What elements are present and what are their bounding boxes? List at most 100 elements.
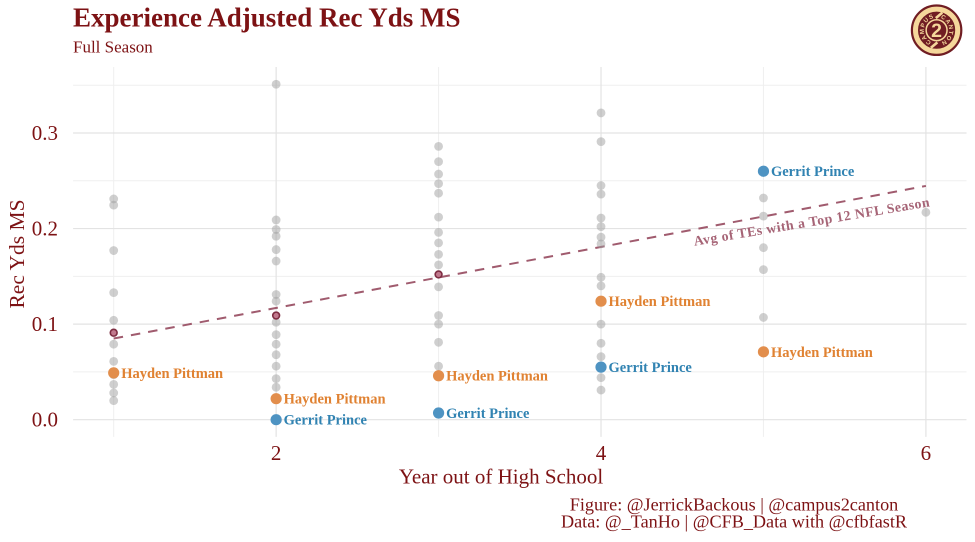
data-point-hayden-pittman (108, 367, 120, 379)
point-label: Hayden Pittman (284, 392, 386, 408)
data-point-gray (271, 317, 281, 327)
data-point-gray (271, 256, 281, 266)
data-point-gray (434, 260, 443, 270)
data-point-gray (434, 337, 443, 347)
data-point-gray (271, 374, 281, 384)
data-point-gray (596, 319, 606, 329)
logo-slash (930, 41, 939, 49)
logo-text-band (917, 11, 956, 49)
data-point-gray (434, 179, 443, 189)
data-point-gray (759, 193, 768, 203)
data-point-gray (109, 339, 119, 349)
data-point-gray (271, 215, 281, 225)
data-point-gray (271, 382, 281, 392)
data-point-gray (434, 282, 443, 292)
data-point-gray (109, 396, 119, 405)
data-point-gerrit-prince (432, 407, 445, 419)
data-point-gray (434, 249, 443, 259)
data-point-gerrit-prince (270, 414, 282, 426)
data-point-hayden-pittman (595, 295, 607, 307)
data-point-gray (596, 352, 606, 362)
data-point-gray (434, 188, 443, 198)
y-tick-label: 0.1 (32, 312, 58, 336)
caption-data-credit: Data: @_TanHo | @CFB_Data with @cfbfastR (561, 512, 908, 532)
data-point-gray (596, 108, 606, 118)
data-point-average (271, 311, 281, 320)
data-point-gray (596, 189, 606, 199)
data-point-gray (109, 194, 119, 204)
y-tick-label: 0.3 (32, 121, 58, 145)
data-point-gray (109, 200, 119, 210)
data-point-gray (596, 137, 606, 146)
data-point-gray (271, 339, 281, 349)
data-point-hayden-pittman (432, 370, 445, 382)
campus2canton-logo: CAMPUS CANTON 2 (910, 4, 963, 57)
data-point-average (434, 270, 443, 279)
point-label: Hayden Pittman (446, 369, 548, 385)
data-point-gray (271, 225, 281, 234)
data-point-gray (596, 232, 606, 242)
logo-slash (935, 11, 944, 20)
data-point-gray (109, 315, 119, 325)
logo-band-slashes (930, 11, 944, 49)
point-label: Hayden Pittman (121, 366, 223, 382)
point-label: Gerrit Prince (609, 360, 693, 376)
data-point-gray (434, 311, 443, 320)
point-label: Gerrit Prince (446, 406, 530, 422)
data-point-gray (271, 79, 281, 89)
data-point-gray (434, 169, 443, 179)
point-label: Gerrit Prince (771, 164, 855, 180)
highlighted-player-points (108, 165, 770, 426)
data-point-gray (596, 222, 606, 232)
data-point-gray (434, 238, 443, 248)
logo-number-2: 2 (931, 20, 942, 42)
data-point-gray (109, 288, 119, 297)
data-point-gray (434, 361, 443, 371)
data-point-gray (434, 157, 443, 167)
x-tick-label: 2 (271, 441, 282, 465)
data-point-gerrit-prince (595, 361, 607, 373)
data-point-gray (596, 239, 606, 249)
data-point-gray (271, 361, 281, 371)
caption-figure-credit: Figure: @JerrickBackous | @campus2canton (570, 495, 899, 515)
data-point-gray (109, 388, 119, 398)
data-point-gerrit-prince (757, 165, 770, 177)
data-point-gray (596, 213, 606, 223)
data-point-gray (434, 212, 443, 222)
x-tick-label: 6 (921, 441, 932, 465)
data-point-gray (596, 385, 606, 395)
data-point-gray (434, 141, 443, 151)
x-tick-label: 4 (596, 441, 607, 465)
data-point-gray (271, 231, 281, 241)
data-point-gray (109, 379, 119, 389)
y-tick-label: 0.2 (32, 216, 58, 240)
data-point-gray (271, 330, 281, 340)
player-point-labels: Hayden Pittman Hayden Pittman Hayden Pittm… (121, 164, 873, 428)
data-point-gray (271, 245, 281, 254)
y-axis-tick-labels: 0.0 0.1 0.2 0.3 (32, 121, 58, 432)
x-axis-tick-labels: 2 4 6 (271, 441, 931, 465)
data-point-gray (596, 373, 606, 383)
data-point-gray (759, 211, 768, 221)
data-point-gray (596, 338, 606, 348)
average-points (109, 270, 443, 337)
data-point-gray (596, 181, 606, 190)
data-point-gray (921, 207, 931, 217)
data-point-gray (596, 281, 606, 291)
data-point-gray (759, 265, 768, 275)
y-axis-title: Rec Yds MS (5, 199, 29, 308)
trend-dashed-line (113, 184, 927, 340)
logo-inner-disc (926, 20, 947, 40)
data-point-gray (434, 319, 443, 329)
data-point-average (109, 328, 118, 337)
data-point-gray (759, 313, 768, 322)
data-point-gray (434, 227, 443, 237)
data-point-gray (759, 243, 768, 253)
gray-points (109, 79, 931, 405)
data-point-gray (596, 272, 606, 282)
x-axis-title: Year out of High School (399, 465, 604, 489)
y-tick-label: 0.0 (32, 408, 58, 432)
trend-line-annotation: Avg of TEs with a Top 12 NFL Season (692, 194, 931, 248)
data-point-gray (109, 246, 119, 255)
